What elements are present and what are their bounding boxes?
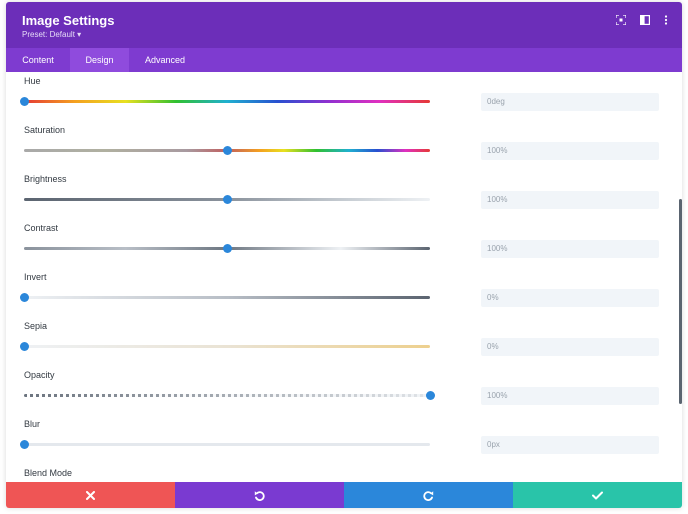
invert-value-input[interactable] xyxy=(481,289,659,307)
redo-icon xyxy=(423,490,434,501)
setting-brightness: Brightness xyxy=(6,174,682,223)
setting-saturation: Saturation xyxy=(6,125,682,174)
setting-contrast: Contrast xyxy=(6,223,682,272)
blur-value-input[interactable] xyxy=(481,436,659,454)
saturation-slider-thumb[interactable] xyxy=(222,146,232,155)
settings-content: Hue Saturation Brightness Contrast xyxy=(6,72,682,482)
modal-header: Image Settings Preset: Default ▾ xyxy=(6,2,682,48)
setting-blur: Blur xyxy=(6,419,682,468)
setting-label: Saturation xyxy=(24,125,66,135)
contrast-slider-thumb[interactable] xyxy=(222,244,232,253)
blur-slider-track[interactable] xyxy=(24,443,430,446)
setting-label: Blend Mode xyxy=(24,468,73,478)
setting-label: Contrast xyxy=(24,223,59,233)
tab-advanced[interactable]: Advanced xyxy=(144,55,186,65)
sepia-slider-track[interactable] xyxy=(24,345,430,348)
undo-button[interactable] xyxy=(175,482,344,508)
opacity-slider-thumb[interactable] xyxy=(425,391,435,400)
setting-hue: Hue xyxy=(6,76,682,125)
setting-label: Opacity xyxy=(24,370,55,380)
setting-label: Invert xyxy=(24,272,47,282)
expand-icon[interactable] xyxy=(614,13,628,27)
discard-button[interactable] xyxy=(6,482,175,508)
hue-slider-track[interactable] xyxy=(24,100,430,103)
sidebar-toggle-icon[interactable] xyxy=(638,13,652,27)
tab-content[interactable]: Content xyxy=(22,55,54,65)
sepia-slider-thumb[interactable] xyxy=(19,342,29,351)
opacity-slider-fade xyxy=(24,394,430,397)
setting-blend-mode: Blend Mode xyxy=(6,468,682,482)
tab-design[interactable]: Design xyxy=(70,48,129,72)
modal-footer xyxy=(6,482,682,508)
setting-invert: Invert xyxy=(6,272,682,321)
setting-label: Sepia xyxy=(24,321,48,331)
close-icon xyxy=(86,490,95,500)
hue-slider-thumb[interactable] xyxy=(19,97,29,106)
contrast-value-input[interactable] xyxy=(481,240,659,258)
invert-slider-track[interactable] xyxy=(24,296,430,299)
more-vertical-icon[interactable] xyxy=(659,13,673,27)
undo-icon xyxy=(254,490,265,501)
image-settings-modal: Image Settings Preset: Default ▾ Content… xyxy=(6,2,682,508)
opacity-value-input[interactable] xyxy=(481,387,659,405)
modal-title: Image Settings xyxy=(22,13,115,28)
tab-bar: Content Design Advanced xyxy=(6,48,682,72)
blur-slider-thumb[interactable] xyxy=(19,440,29,449)
setting-label: Brightness xyxy=(24,174,67,184)
hue-value-input[interactable] xyxy=(481,93,659,111)
brightness-slider-thumb[interactable] xyxy=(222,195,232,204)
check-icon xyxy=(592,491,603,499)
saturation-value-input[interactable] xyxy=(481,142,659,160)
redo-button[interactable] xyxy=(344,482,513,508)
save-button[interactable] xyxy=(513,482,682,508)
setting-label: Blur xyxy=(24,419,41,429)
setting-opacity: Opacity xyxy=(6,370,682,419)
setting-sepia: Sepia xyxy=(6,321,682,370)
scrollbar[interactable] xyxy=(679,199,682,404)
setting-label: Hue xyxy=(24,76,41,86)
invert-slider-thumb[interactable] xyxy=(19,293,29,302)
sepia-value-input[interactable] xyxy=(481,338,659,356)
brightness-value-input[interactable] xyxy=(481,191,659,209)
preset-dropdown[interactable]: Preset: Default ▾ xyxy=(22,30,82,39)
